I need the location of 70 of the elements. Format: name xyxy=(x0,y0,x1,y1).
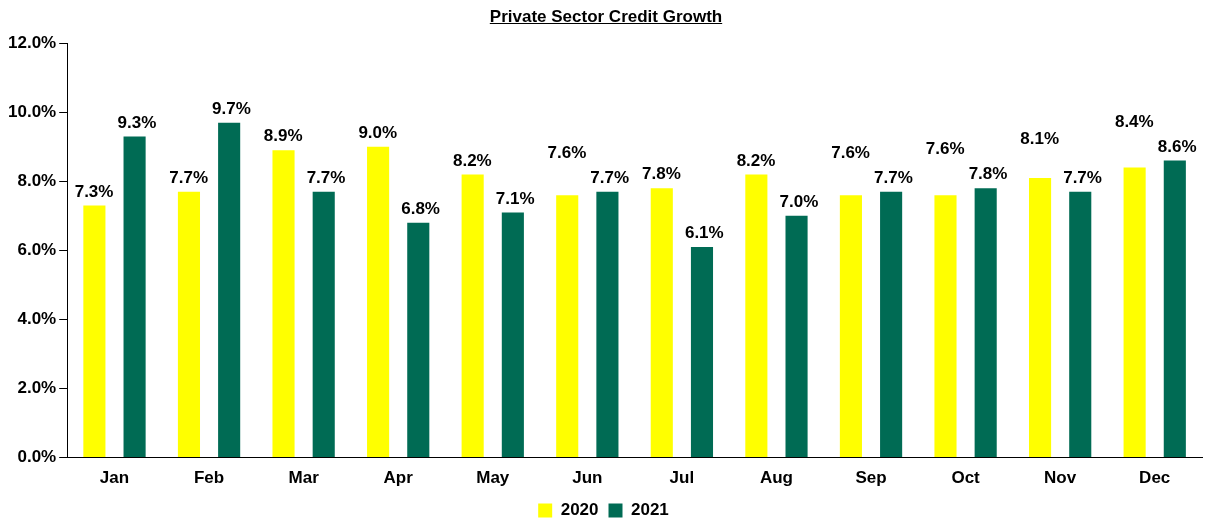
x-tick-label: Nov xyxy=(1044,468,1077,488)
bar xyxy=(1163,160,1186,458)
x-tick-label: May xyxy=(476,468,510,488)
data-label: 6.8% xyxy=(401,198,440,218)
bar xyxy=(367,146,390,458)
data-label: 9.3% xyxy=(117,112,157,132)
x-tick-label: Feb xyxy=(193,468,225,488)
chart-title: Private Sector Credit Growth xyxy=(488,6,724,28)
bar xyxy=(123,136,146,458)
data-label: 8.9% xyxy=(263,126,303,146)
data-label: 9.0% xyxy=(358,122,398,142)
y-tick-label: 10.0% xyxy=(8,101,57,121)
y-tick-label: 4.0% xyxy=(17,309,57,329)
data-label: 8.1% xyxy=(1020,129,1060,149)
data-label: 8.2% xyxy=(736,150,776,170)
y-tick-label: 0.0% xyxy=(17,447,57,467)
bar xyxy=(556,195,579,458)
bar xyxy=(974,188,997,458)
x-tick-label: Aug xyxy=(759,468,793,488)
data-label: 7.6% xyxy=(547,142,587,162)
data-label: 8.4% xyxy=(1114,111,1154,131)
data-label: 8.6% xyxy=(1157,136,1197,156)
data-label: 7.6% xyxy=(925,139,965,159)
bar xyxy=(218,122,241,458)
data-label: 7.8% xyxy=(968,164,1008,184)
bar xyxy=(690,246,714,458)
data-label: 7.6% xyxy=(831,142,870,162)
x-tick-label: Dec xyxy=(1139,468,1171,488)
data-label: 7.8% xyxy=(642,164,681,184)
legend-label: 2021 xyxy=(631,500,669,520)
bar xyxy=(745,174,768,458)
x-tick-label: Apr xyxy=(383,468,414,488)
data-label: 7.7% xyxy=(169,167,209,187)
data-label: 7.1% xyxy=(495,188,535,208)
bar xyxy=(934,195,957,458)
data-label: 6.1% xyxy=(684,223,724,243)
y-tick-label: 2.0% xyxy=(17,378,57,398)
x-tick-label: Jun xyxy=(572,468,603,488)
data-label: 7.7% xyxy=(1063,167,1102,187)
bar xyxy=(461,174,484,458)
bar xyxy=(650,188,673,458)
data-label: 9.7% xyxy=(212,98,251,118)
y-tick-label: 8.0% xyxy=(17,171,57,191)
data-label: 7.3% xyxy=(74,181,114,201)
data-label: 7.7% xyxy=(306,167,346,187)
bar xyxy=(407,222,430,458)
bar xyxy=(880,191,903,458)
bar xyxy=(596,191,619,458)
bar xyxy=(501,212,524,458)
x-tick-label: Mar xyxy=(288,468,320,488)
legend-label: 2020 xyxy=(560,500,599,520)
data-label: 7.7% xyxy=(590,167,630,187)
bar xyxy=(1123,167,1146,458)
bar xyxy=(1029,177,1052,458)
x-tick-label: Sep xyxy=(855,468,887,488)
bar xyxy=(1069,191,1092,458)
y-tick-label: 6.0% xyxy=(17,240,57,260)
data-label: 7.0% xyxy=(779,192,819,212)
bar xyxy=(312,191,335,458)
data-label: 8.2% xyxy=(452,150,492,170)
bar xyxy=(839,195,862,458)
x-tick-label: Oct xyxy=(951,468,981,488)
bar xyxy=(272,150,295,458)
bar xyxy=(785,215,808,458)
bar xyxy=(177,191,201,458)
x-tick-label: Jan xyxy=(99,468,130,488)
x-tick-label: Jul xyxy=(669,468,695,488)
data-label: 7.7% xyxy=(874,167,913,187)
y-tick-label: 12.0% xyxy=(8,32,57,52)
bar xyxy=(83,205,106,458)
